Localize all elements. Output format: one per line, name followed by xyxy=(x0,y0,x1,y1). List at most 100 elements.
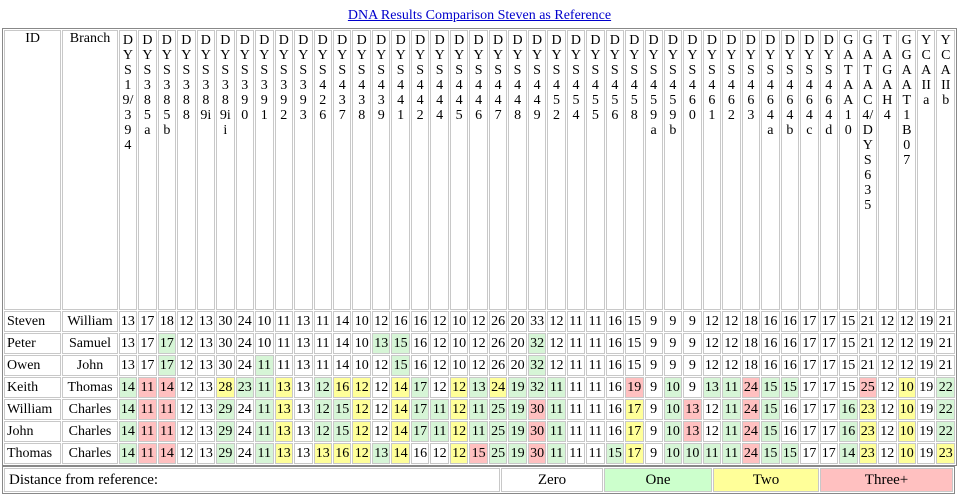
marker-value: 12 xyxy=(878,333,897,354)
marker-value: 26 xyxy=(488,333,508,354)
marker-value: 15 xyxy=(605,443,625,464)
branch-header: Branch xyxy=(62,30,118,310)
marker-value: 13 xyxy=(196,399,216,420)
marker-value: 12 xyxy=(878,377,897,398)
marker-value: 16 xyxy=(761,333,780,354)
marker-value: 13 xyxy=(118,355,138,376)
row-id: Steven xyxy=(4,311,62,332)
marker-label: DYS439 xyxy=(376,33,387,123)
page-title: DNA Results Comparison Steven as Referen… xyxy=(0,8,959,24)
marker-value: 12 xyxy=(897,333,916,354)
marker-value: 16 xyxy=(780,355,800,376)
marker-value: 17 xyxy=(800,311,819,332)
marker-label: DYS442 xyxy=(415,33,426,123)
marker-value: 17 xyxy=(819,377,839,398)
marker-value: 12 xyxy=(878,311,897,332)
marker-value: 15 xyxy=(332,399,352,420)
marker-label: YCAIIb xyxy=(940,33,951,108)
marker-value: 12 xyxy=(371,355,391,376)
marker-value: 19 xyxy=(916,355,936,376)
marker-value: 13 xyxy=(294,355,313,376)
marker-value: 12 xyxy=(722,333,741,354)
marker-label: DYS459b xyxy=(667,33,678,138)
marker-header: DYS448 xyxy=(508,30,527,310)
marker-value: 18 xyxy=(157,311,177,332)
marker-value: 13 xyxy=(313,443,332,464)
marker-value: 12 xyxy=(547,355,566,376)
marker-value: 12 xyxy=(722,311,741,332)
marker-value: 16 xyxy=(839,421,858,442)
marker-value: 11 xyxy=(722,421,741,442)
marker-value: 16 xyxy=(780,333,800,354)
marker-value: 9 xyxy=(663,355,683,376)
marker-value: 11 xyxy=(566,311,586,332)
table-row: Steven William 13 17 18 12 13 30 24 10 11 13 11 14 10 1… xyxy=(4,311,955,332)
marker-header: DYS445 xyxy=(449,30,469,310)
marker-value: 9 xyxy=(644,311,663,332)
marker-value: 10 xyxy=(449,311,469,332)
marker-value: 17 xyxy=(800,421,819,442)
marker-value: 25 xyxy=(488,399,508,420)
marker-value: 17 xyxy=(410,421,430,442)
marker-label: YCAIIa xyxy=(921,33,932,108)
marker-value: 12 xyxy=(313,399,332,420)
marker-label: DYS441 xyxy=(395,33,406,123)
id-header: ID xyxy=(4,30,62,310)
marker-label: DYS389i xyxy=(200,33,212,123)
marker-value: 16 xyxy=(605,311,625,332)
marker-value: 24 xyxy=(741,377,761,398)
marker-value: 29 xyxy=(216,443,235,464)
marker-value: 11 xyxy=(313,333,332,354)
marker-value: 14 xyxy=(118,377,138,398)
marker-value: 12 xyxy=(702,355,722,376)
marker-value: 17 xyxy=(410,377,430,398)
marker-value: 12 xyxy=(897,355,916,376)
marker-header: DYS455 xyxy=(586,30,605,310)
marker-value: 17 xyxy=(819,399,839,420)
marker-value: 17 xyxy=(819,421,839,442)
marker-value: 15 xyxy=(469,443,488,464)
marker-header: DYS441 xyxy=(391,30,410,310)
marker-value: 30 xyxy=(527,421,547,442)
marker-value: 10 xyxy=(255,311,274,332)
marker-value: 19 xyxy=(916,399,936,420)
marker-value: 16 xyxy=(410,355,430,376)
marker-label: DYS392 xyxy=(278,33,289,123)
marker-value: 12 xyxy=(449,399,469,420)
marker-value: 10 xyxy=(449,333,469,354)
marker-header: DYS458 xyxy=(625,30,644,310)
marker-value: 13 xyxy=(371,443,391,464)
marker-value: 15 xyxy=(839,311,858,332)
marker-value: 32 xyxy=(527,333,547,354)
marker-value: 12 xyxy=(371,421,391,442)
marker-value: 23 xyxy=(858,443,878,464)
marker-value: 17 xyxy=(625,399,644,420)
marker-value: 25 xyxy=(858,377,878,398)
marker-value: 20 xyxy=(508,311,527,332)
marker-value: 12 xyxy=(177,421,196,442)
marker-value: 13 xyxy=(118,311,138,332)
marker-value: 28 xyxy=(216,377,235,398)
marker-value: 14 xyxy=(839,443,858,464)
marker-value: 11 xyxy=(274,311,294,332)
marker-value: 12 xyxy=(722,355,741,376)
marker-value: 11 xyxy=(255,421,274,442)
marker-value: 14 xyxy=(391,443,410,464)
marker-value: 18 xyxy=(741,311,761,332)
marker-label: DYS385b xyxy=(161,33,172,138)
title-link[interactable]: DNA Results Comparison Steven as Referen… xyxy=(347,8,612,23)
legend-row: Distance from reference: Zero One Two Th… xyxy=(4,468,953,492)
marker-label: DYS448 xyxy=(512,33,523,123)
marker-value: 12 xyxy=(469,355,488,376)
marker-value: 15 xyxy=(391,333,410,354)
marker-value: 9 xyxy=(683,377,702,398)
marker-value: 13 xyxy=(274,377,294,398)
marker-value: 16 xyxy=(780,311,800,332)
marker-value: 9 xyxy=(644,399,663,420)
marker-value: 12 xyxy=(547,333,566,354)
table-row: John Charles 14 11 11 12 13 29 24 11 13 13 12 15 12 12 1… xyxy=(4,421,955,442)
marker-value: 22 xyxy=(936,377,955,398)
marker-header: DYS459b xyxy=(663,30,683,310)
marker-value: 14 xyxy=(157,443,177,464)
legend-table: Distance from reference: Zero One Two Th… xyxy=(2,466,955,494)
